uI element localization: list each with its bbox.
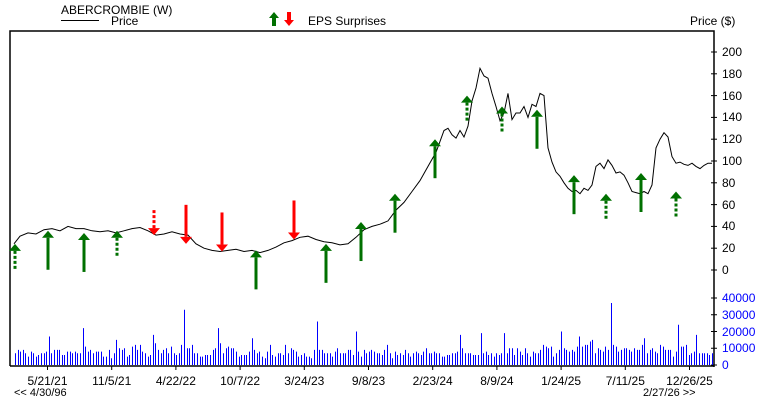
date-tick-label: 10/7/22	[220, 374, 261, 388]
date-tick-label: 1/24/25	[541, 374, 582, 388]
volume-tick-label: 10000	[722, 341, 756, 356]
eps-up-arrow-icon	[496, 106, 508, 132]
eps-down-arrow-icon	[148, 210, 160, 236]
eps-up-arrow-icon	[670, 191, 682, 217]
price-tick-label: 80	[722, 175, 736, 190]
eps-down-arrow-icon	[288, 200, 300, 240]
eps-up-arrow-icon	[320, 243, 332, 283]
price-tick-label: 60	[722, 197, 736, 212]
eps-down-arrow-icon	[180, 204, 192, 244]
volume-tick-label: 30000	[722, 307, 756, 322]
price-line	[13, 66, 712, 254]
eps-down-arrow-icon	[216, 212, 228, 252]
price-tick-label: 160	[722, 88, 743, 103]
eps-up-arrow-icon	[111, 230, 123, 256]
price-tick-label: 200	[722, 45, 743, 59]
date-tick-label: 7/11/25	[605, 374, 645, 388]
chart-frame	[9, 30, 715, 367]
chart-title: ABERCROMBIE (W)	[61, 3, 173, 17]
date-tick-label: 12/26/25	[666, 374, 713, 388]
date-tick-label: 9/8/23	[351, 374, 386, 388]
range-start-link[interactable]: << 4/30/96	[14, 387, 67, 399]
eps-up-arrow-icon	[269, 12, 279, 26]
date-tick-label: 2/23/24	[412, 374, 453, 388]
date-tick-label: 4/22/22	[155, 374, 196, 388]
eps-up-arrow-icon	[429, 139, 441, 179]
price-tick-label: 140	[722, 110, 743, 125]
eps-up-arrow-icon	[42, 230, 54, 270]
eps-up-arrow-icon	[250, 250, 262, 290]
volume-tick-label: 0	[722, 358, 729, 372]
price-tick-label: 40	[722, 219, 736, 234]
price-tick-label: 0	[722, 263, 729, 277]
eps-down-arrow-icon	[284, 12, 294, 26]
price-legend-label: Price	[111, 14, 139, 28]
price-legend-line	[61, 20, 99, 21]
range-end-link[interactable]: 2/27/26 >>	[643, 387, 696, 399]
eps-up-arrow-icon	[389, 193, 401, 233]
eps-up-arrow-icon	[531, 109, 543, 149]
date-tick-label: 5/21/21	[27, 374, 68, 388]
volume-tick-label: 40000	[722, 291, 756, 305]
eps-legend-label: EPS Surprises	[308, 14, 387, 28]
eps-up-arrow-icon	[355, 222, 367, 262]
eps-up-arrow-icon	[9, 243, 21, 269]
eps-up-arrow-icon	[635, 172, 647, 212]
price-tick-label: 180	[722, 66, 743, 81]
date-tick-label: 3/24/23	[284, 374, 325, 388]
eps-up-arrow-icon	[461, 95, 473, 121]
eps-up-arrow-icon	[600, 193, 612, 219]
date-tick-label: 8/9/24	[480, 374, 514, 388]
volume-tick-label: 20000	[722, 324, 756, 339]
eps-up-arrow-icon	[568, 175, 580, 215]
price-tick-label: 20	[722, 241, 736, 256]
eps-up-arrow-icon	[78, 232, 90, 272]
price-axis-title: Price ($)	[690, 14, 736, 28]
price-tick-label: 120	[722, 132, 743, 147]
date-tick-label: 11/5/21	[92, 374, 132, 388]
price-tick-label: 100	[722, 154, 743, 168]
